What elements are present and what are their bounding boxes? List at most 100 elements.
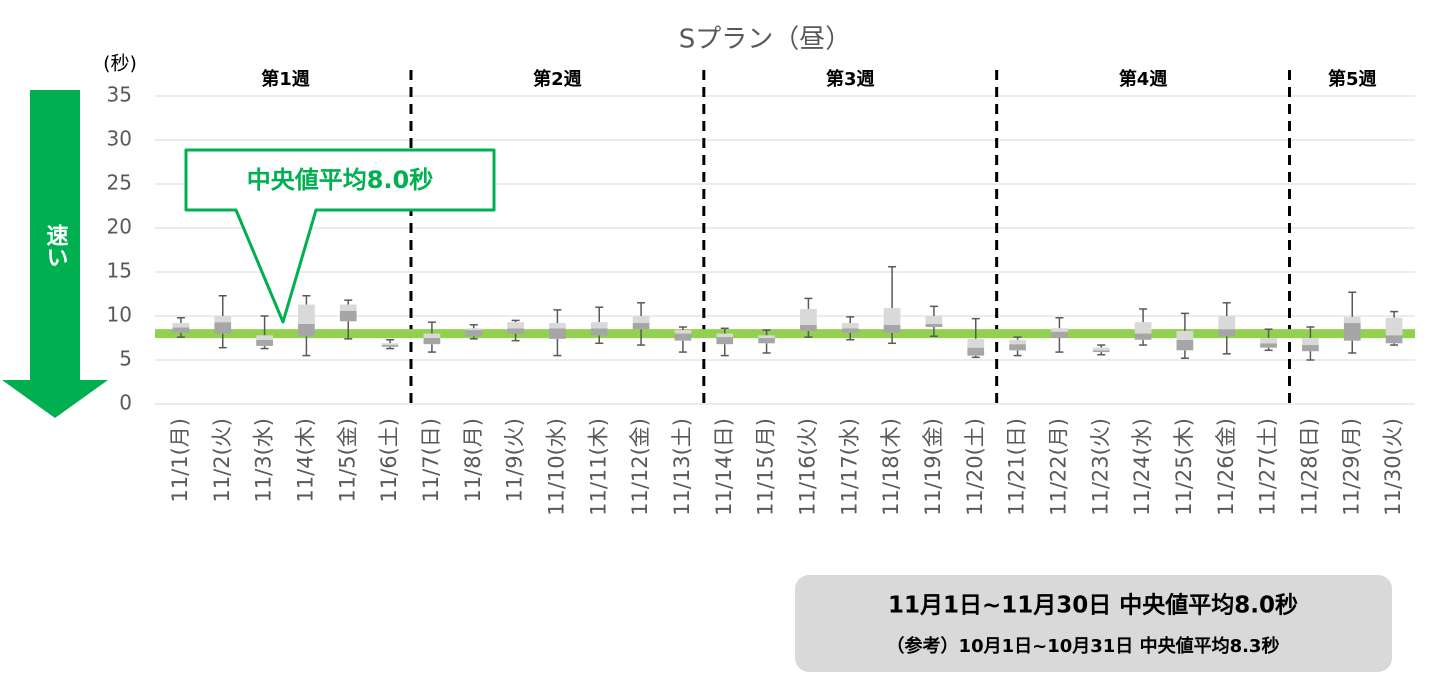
box-lower: [800, 324, 817, 331]
x-tick-label: 11/18(木): [879, 418, 903, 516]
box-lower: [590, 328, 608, 336]
box-upper: [590, 322, 608, 329]
box-lower: [1385, 335, 1403, 344]
x-tick-label: 11/27(土): [1256, 418, 1280, 516]
x-tick-label: 11/17(水): [837, 418, 861, 516]
box-lower: [1302, 345, 1319, 352]
box-upper: [967, 338, 985, 348]
box-upper: [674, 330, 692, 334]
x-tick-label: 11/21(日): [1005, 418, 1029, 516]
x-tick-label: 11/22(月): [1046, 418, 1070, 516]
box-upper: [381, 343, 399, 346]
box-lower: [298, 323, 315, 337]
x-tick-label: 11/7(日): [419, 418, 443, 503]
y-tick-label: 25: [107, 171, 132, 195]
box-lower: [1009, 344, 1026, 351]
box-upper: [549, 323, 566, 329]
y-tick-label: 10: [107, 303, 132, 327]
x-tick-label: 11/13(土): [670, 418, 694, 516]
week-label: 第3週: [826, 68, 875, 90]
x-tick-label: 11/24(水): [1130, 418, 1154, 516]
plot-area: 0 5 10 15 20 25 30 35 第1週 第2週 第3週 第4週 第5週 11/1(月) 11/2…: [107, 68, 1415, 516]
y-tick-label: 15: [107, 259, 132, 283]
y-tick-label: 0: [119, 391, 132, 415]
box-lower: [883, 324, 901, 333]
box-lower: [339, 310, 357, 322]
box-upper: [214, 316, 232, 323]
box-upper: [1385, 317, 1403, 336]
x-tick-label: 11/1(月): [168, 418, 192, 503]
box-upper: [256, 335, 273, 340]
box-upper: [1134, 322, 1152, 334]
box-lower: [256, 339, 273, 346]
box-lower: [549, 328, 566, 339]
y-tick-label: 35: [107, 83, 132, 107]
box-lower: [1176, 339, 1194, 351]
box-lower: [1092, 350, 1110, 353]
box-upper: [632, 316, 650, 324]
summary-box: [795, 575, 1392, 672]
x-tick-label: 11/16(火): [795, 418, 819, 516]
x-tick-label: 11/23(火): [1088, 418, 1112, 516]
week-label: 第2週: [533, 68, 582, 90]
box-upper: [507, 322, 524, 329]
box-upper: [1218, 316, 1236, 330]
direction-label: 速い: [43, 223, 69, 268]
x-tick-label: 11/2(火): [210, 418, 234, 503]
y-tick-label: 30: [107, 127, 132, 151]
box-lower: [507, 328, 524, 334]
x-tick-label: 11/6(土): [377, 418, 401, 503]
callout-text: 中央値平均8.0秒: [247, 166, 434, 194]
x-tick-label: 11/8(月): [461, 418, 485, 503]
box-lower: [1051, 331, 1068, 338]
box-lower: [967, 347, 985, 356]
x-tick-label: 11/15(月): [754, 418, 778, 516]
box-lower: [214, 322, 232, 334]
x-tick-label: 11/4(木): [293, 418, 317, 503]
y-tick-label: 20: [107, 215, 132, 239]
chart-title: Sプラン（昼）: [679, 25, 852, 55]
box-lower: [1260, 343, 1277, 348]
summary-line: 11月1日~11月30日 中央値平均8.0秒: [888, 592, 1298, 619]
callout-box: [184, 148, 496, 324]
box-upper: [758, 335, 775, 338]
box-upper: [339, 304, 357, 311]
arrow-head: [2, 380, 108, 418]
box-lower: [925, 323, 943, 327]
box-lower: [841, 328, 859, 333]
box-lower: [465, 330, 483, 337]
x-tick-label: 11/26(金): [1214, 418, 1238, 516]
x-tick-label: 11/11(木): [586, 418, 610, 516]
box-upper: [1092, 347, 1110, 351]
x-tick-label: 11/29(月): [1339, 418, 1363, 516]
box-lower: [1134, 333, 1152, 340]
box-lower: [1343, 323, 1361, 341]
box-lower: [632, 323, 650, 330]
box-upper: [925, 316, 943, 324]
x-tick-label: 11/19(金): [921, 418, 945, 516]
box-lower: [381, 345, 399, 347]
x-tick-label: 11/12(金): [628, 418, 652, 516]
y-unit: (秒): [103, 53, 137, 75]
box-upper: [1260, 338, 1277, 344]
x-tick-label: 11/10(水): [544, 418, 568, 516]
box-lower: [716, 337, 734, 345]
x-tick-label: 11/14(日): [712, 418, 736, 516]
x-tick-label: 11/28(日): [1297, 418, 1321, 516]
box-lower: [172, 327, 190, 333]
box-upper: [716, 333, 734, 338]
x-tick-label: 11/9(火): [503, 418, 527, 503]
box-upper: [1051, 328, 1068, 332]
box-lower: [674, 333, 692, 341]
week-label: 第4週: [1119, 68, 1168, 90]
x-tick-label: 11/25(木): [1172, 418, 1196, 516]
x-tick-label: 11/30(火): [1381, 418, 1405, 516]
arrow-shaft: [30, 90, 80, 380]
box-lower: [423, 338, 441, 345]
box-upper: [1009, 339, 1026, 345]
summary-line: （参考）10月1日~10月31日 中央値平均8.3秒: [887, 635, 1280, 657]
box-upper: [1176, 330, 1194, 340]
x-tick-label: 11/3(水): [252, 418, 276, 503]
x-tick-label: 11/5(金): [335, 418, 359, 503]
